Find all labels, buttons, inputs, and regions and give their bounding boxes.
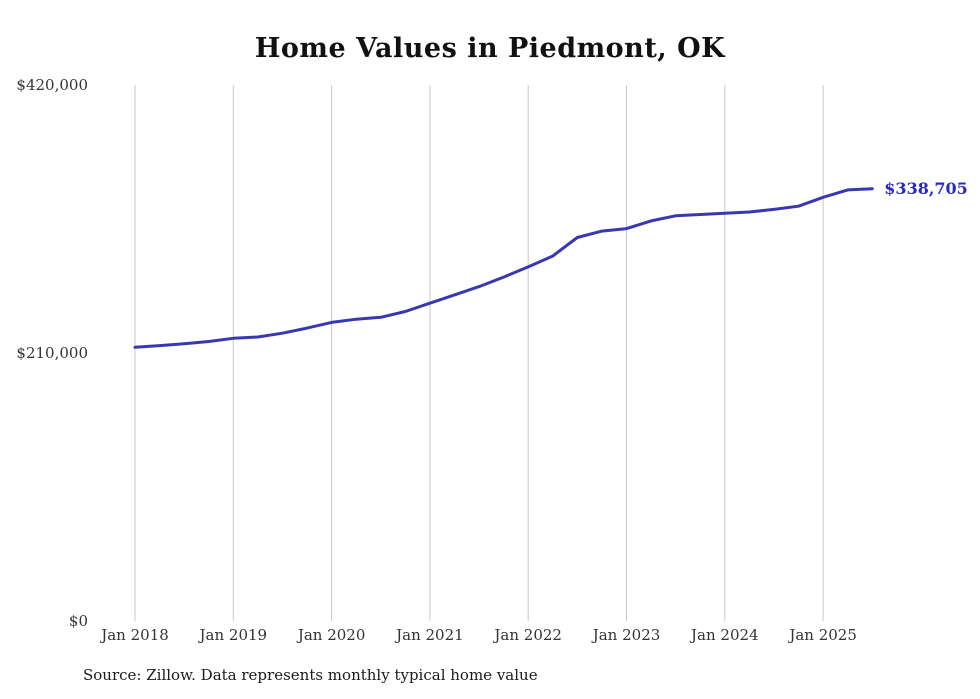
x-axis-tick-label: Jan 2024 [691,626,759,644]
chart-title: Home Values in Piedmont, OK [254,33,726,64]
x-axis-tick-label: Jan 2018 [101,626,169,644]
current-value-label: $338,705 [884,178,968,198]
x-axis-tick-label: Jan 2023 [592,626,661,644]
x-axis-tick-label: Jan 2025 [789,626,857,644]
x-axis-tick-label: Jan 2020 [297,626,366,644]
x-axis-tick-label: Jan 2022 [494,626,562,644]
value-line [133,187,874,349]
x-axis-tick-label: Jan 2019 [199,626,268,644]
y-axis-tick-label: $0 [68,612,88,630]
y-axis-tick-label: $420,000 [16,76,88,94]
source-note: Source: Zillow. Data represents monthly … [83,666,538,684]
y-axis-tick-label: $210,000 [16,344,88,362]
x-axis-tick-label: Jan 2021 [396,626,464,644]
